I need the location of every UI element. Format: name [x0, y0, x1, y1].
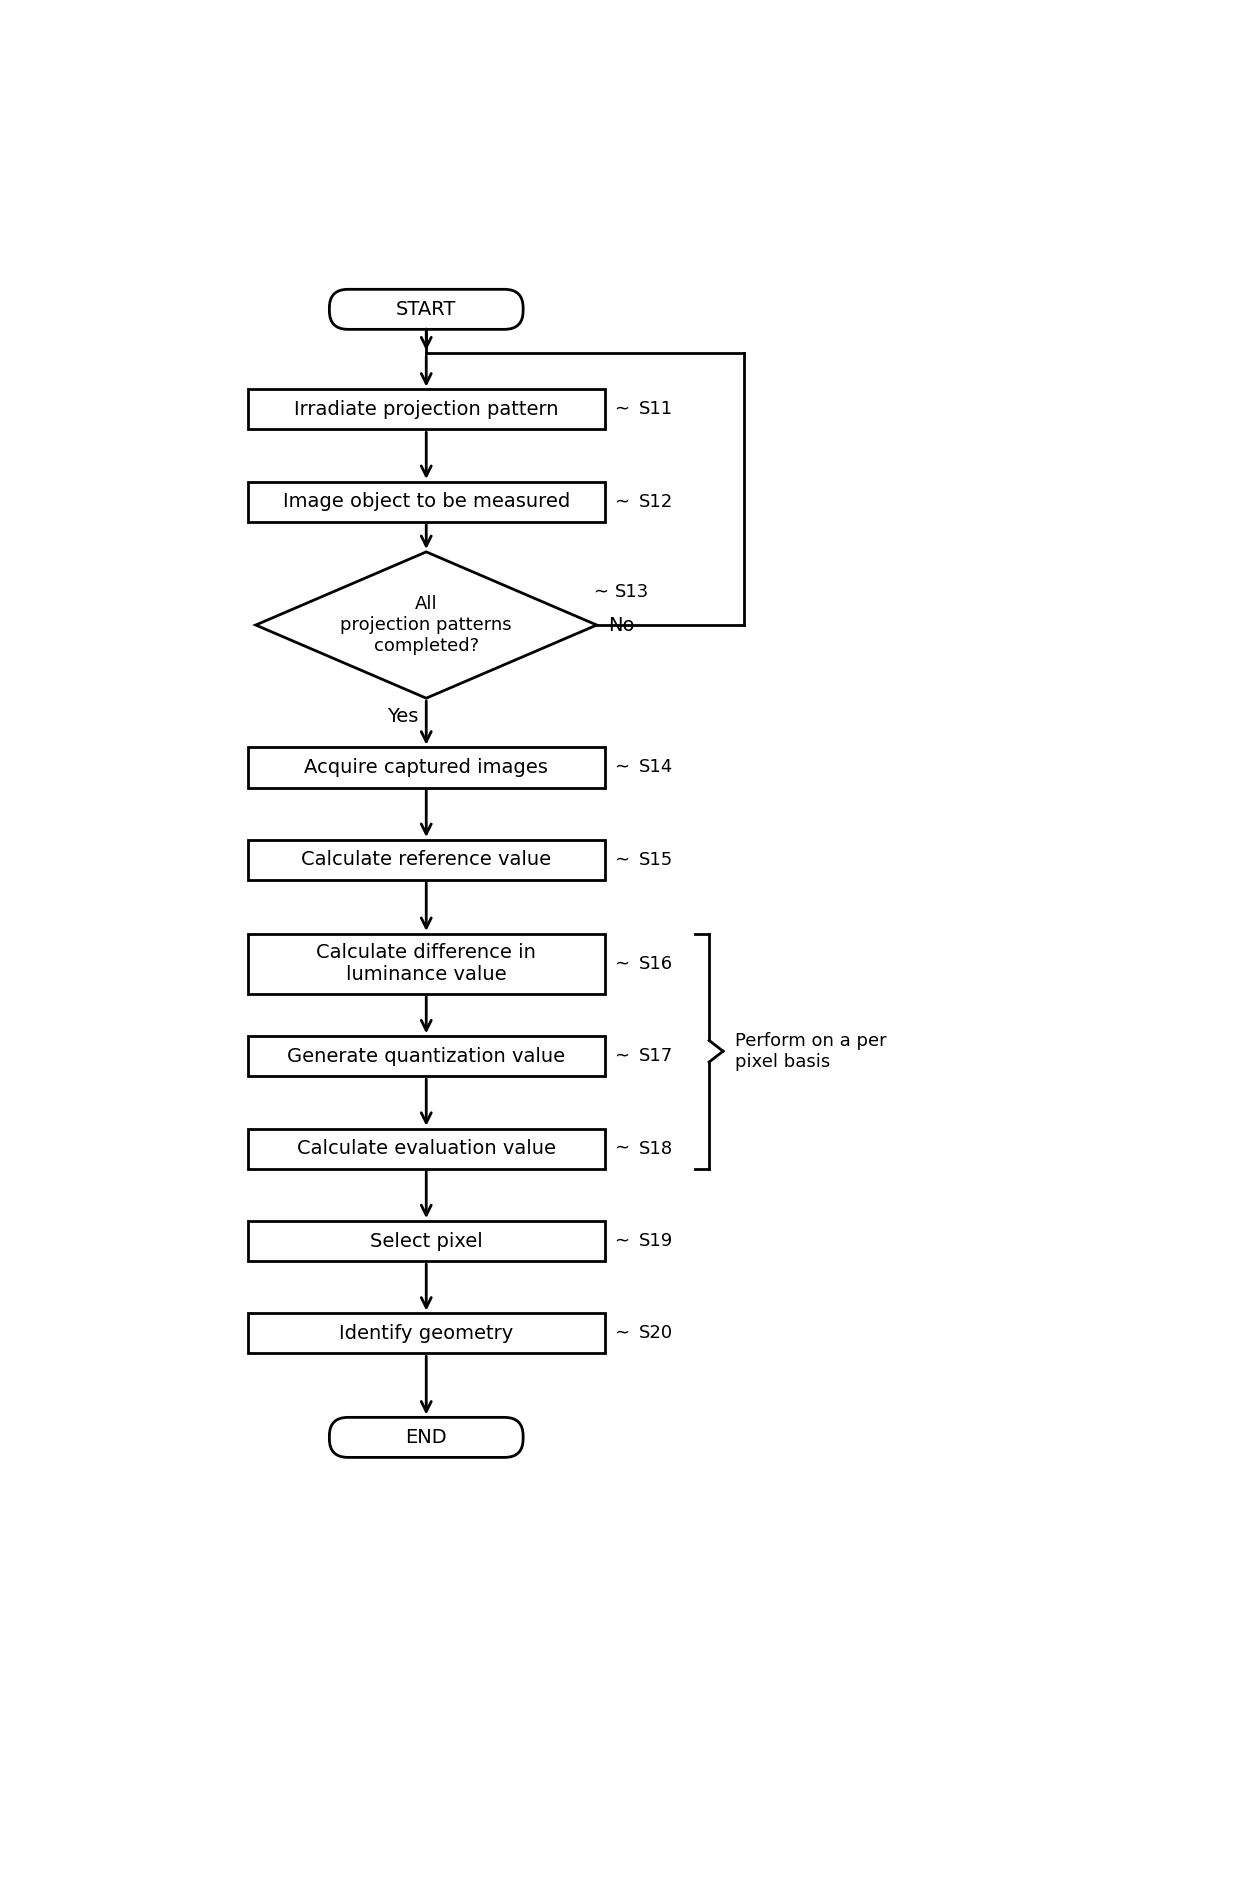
Text: S18: S18 — [639, 1140, 673, 1158]
Text: ∼: ∼ — [614, 400, 629, 419]
Text: S16: S16 — [639, 954, 673, 973]
Text: S19: S19 — [639, 1232, 673, 1251]
FancyBboxPatch shape — [330, 1417, 523, 1457]
Text: Irradiate projection pattern: Irradiate projection pattern — [294, 400, 558, 419]
Bar — [248, 1036, 605, 1076]
Text: ∼: ∼ — [614, 493, 629, 510]
Bar — [248, 1314, 605, 1354]
Text: Calculate evaluation value: Calculate evaluation value — [296, 1139, 556, 1158]
Text: ∼: ∼ — [614, 1140, 629, 1158]
Text: S17: S17 — [639, 1047, 673, 1064]
FancyBboxPatch shape — [330, 289, 523, 329]
Text: S11: S11 — [639, 400, 673, 419]
Bar — [248, 482, 605, 522]
Text: No: No — [609, 615, 635, 634]
Text: ∼: ∼ — [614, 1047, 629, 1064]
Text: Yes: Yes — [387, 708, 419, 727]
Text: Acquire captured images: Acquire captured images — [304, 758, 548, 777]
Text: S13: S13 — [615, 583, 649, 602]
Bar — [248, 933, 605, 994]
Text: All
projection patterns
completed?: All projection patterns completed? — [341, 596, 512, 655]
Text: Calculate reference value: Calculate reference value — [301, 851, 552, 870]
Text: ∼: ∼ — [614, 1232, 629, 1251]
Text: S15: S15 — [639, 851, 673, 868]
Text: END: END — [405, 1428, 448, 1447]
Polygon shape — [255, 552, 596, 699]
Text: S14: S14 — [639, 758, 673, 777]
Text: Calculate difference in
luminance value: Calculate difference in luminance value — [316, 942, 536, 984]
Text: S20: S20 — [639, 1325, 673, 1342]
Text: ∼: ∼ — [614, 851, 629, 868]
Text: Generate quantization value: Generate quantization value — [288, 1047, 565, 1066]
Text: Identify geometry: Identify geometry — [339, 1323, 513, 1342]
Text: Select pixel: Select pixel — [370, 1232, 482, 1251]
Bar — [248, 1220, 605, 1260]
Bar — [248, 1129, 605, 1169]
Text: S12: S12 — [639, 493, 673, 510]
Bar — [248, 840, 605, 880]
Text: Perform on a per
pixel basis: Perform on a per pixel basis — [734, 1032, 887, 1070]
Text: Image object to be measured: Image object to be measured — [283, 493, 570, 512]
Text: ∼: ∼ — [614, 758, 629, 777]
Text: ∼: ∼ — [614, 1325, 629, 1342]
Text: ∼: ∼ — [614, 954, 629, 973]
Text: START: START — [396, 299, 456, 318]
Bar — [248, 390, 605, 430]
Bar — [248, 748, 605, 788]
Text: ∼: ∼ — [593, 583, 608, 602]
